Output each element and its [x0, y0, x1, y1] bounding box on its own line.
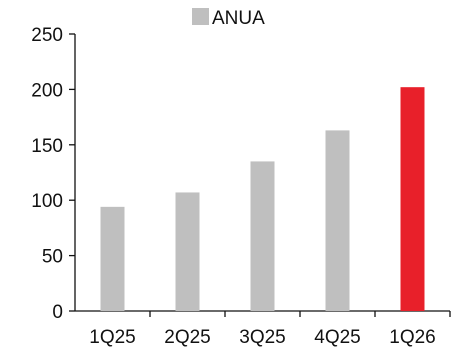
bar-1q25: [100, 206, 125, 311]
x-tick-label: 2Q25: [164, 327, 210, 348]
legend-swatch: [192, 8, 209, 25]
bar-4q25: [325, 130, 350, 311]
legend-label: ANUA: [212, 8, 265, 29]
y-tick-label: 100: [31, 191, 63, 212]
y-tick-label: 200: [31, 80, 63, 101]
legend: ANUA: [192, 8, 265, 29]
x-tick-label: 1Q26: [389, 327, 435, 348]
bar-3q25: [250, 161, 275, 311]
y-tick-label: 50: [42, 247, 63, 268]
y-tick-label: 150: [31, 136, 63, 157]
x-tick-label: 3Q25: [239, 327, 285, 348]
plot-area: 0 50 100 150 200 250 1Q25 2Q25 3Q25 4Q25 1Q26: [31, 25, 451, 348]
x-tick-label: 4Q25: [314, 327, 360, 348]
bar-2q25: [175, 192, 200, 311]
y-tick-label: 0: [52, 302, 63, 323]
x-tick-label: 1Q25: [89, 327, 135, 348]
y-tick-label: 250: [31, 25, 63, 46]
bar-1q26: [400, 87, 425, 312]
